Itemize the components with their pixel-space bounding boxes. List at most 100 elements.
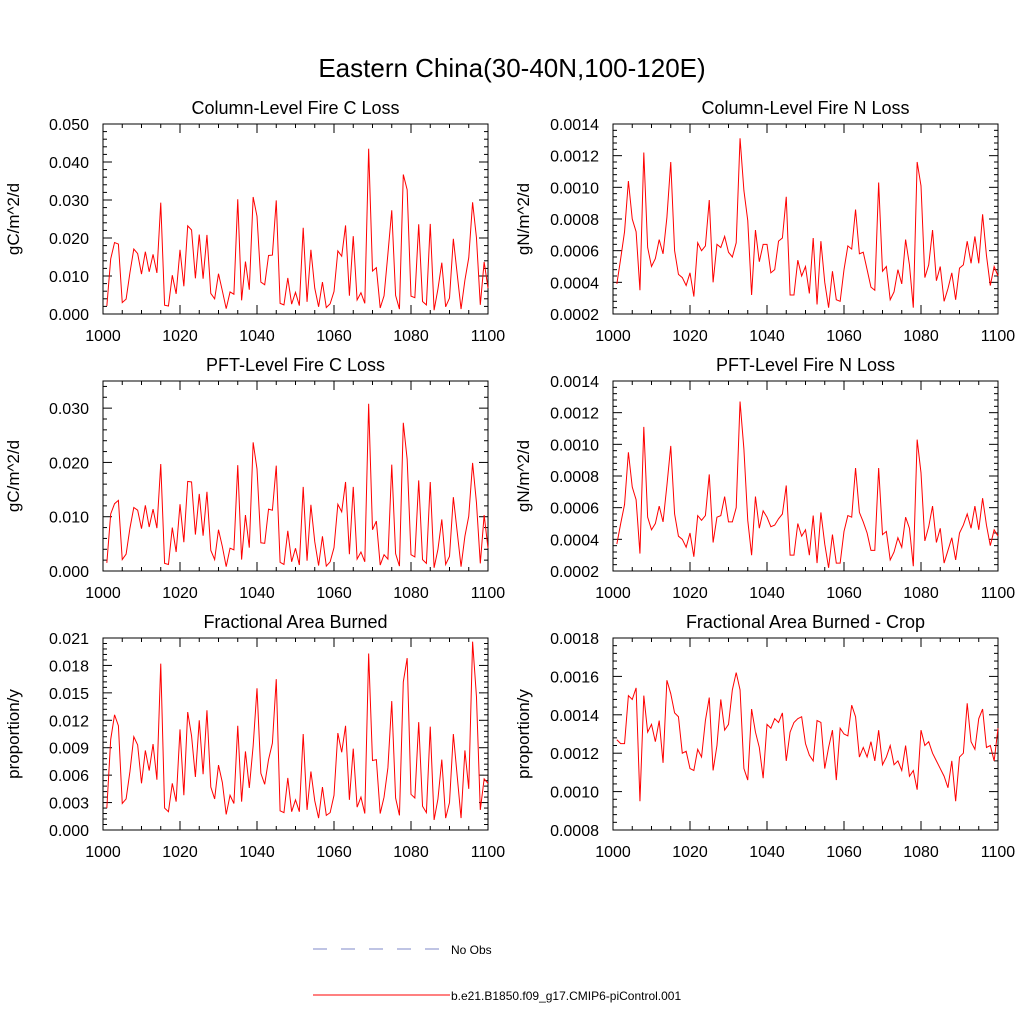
- x-tick-label: 1020: [162, 328, 198, 345]
- x-tick-label: 1000: [595, 585, 631, 602]
- panel-title: Column-Level Fire N Loss: [701, 98, 909, 118]
- x-tick-label: 1040: [239, 844, 275, 861]
- x-tick-label: 1000: [595, 328, 631, 345]
- y-axis-label: gN/m^2/d: [514, 183, 533, 255]
- plot-frame: [102, 123, 489, 315]
- y-tick-label: 0.050: [49, 117, 89, 134]
- x-tick-label: 1060: [316, 585, 352, 602]
- y-tick-label: 0.0010: [550, 785, 599, 802]
- x-tick-label: 1080: [903, 328, 939, 345]
- y-tick-label: 0.010: [49, 269, 89, 286]
- plot-frame: [612, 123, 999, 315]
- y-tick-label: 0.0012: [550, 406, 599, 423]
- x-tick-label: 1100: [471, 844, 506, 861]
- y-tick-label: 0.000: [49, 823, 89, 840]
- x-tick-label: 1060: [826, 585, 862, 602]
- y-tick-label: 0.003: [49, 796, 89, 813]
- x-tick-label: 1080: [393, 585, 429, 602]
- y-tick-label: 0.0006: [550, 244, 599, 261]
- y-axis-label: gC/m^2/d: [4, 183, 23, 255]
- panel-2: Column-Level Fire N Loss 1000 1020 1040 1060…: [514, 98, 1015, 345]
- y-tick-label: 0.0008: [550, 823, 599, 840]
- series-line: [616, 672, 999, 802]
- y-tick-label: 0.0014: [550, 374, 599, 391]
- y-tick-label: 0.030: [49, 193, 89, 210]
- x-tick-label: 1100: [981, 585, 1016, 602]
- y-tick-label: 0.040: [49, 155, 89, 172]
- x-tick-label: 1060: [826, 328, 862, 345]
- x-tick-label: 1060: [316, 844, 352, 861]
- y-tick-label: 0.020: [49, 231, 89, 248]
- panels: Column-Level Fire C Loss 1000 1020 1040 1060…: [4, 98, 1015, 861]
- y-tick-label: 0.0014: [550, 117, 599, 134]
- x-tick-label: 1000: [595, 844, 631, 861]
- panel-title: Fractional Area Burned: [203, 612, 387, 632]
- y-tick-label: 0.0008: [550, 469, 599, 486]
- y-tick-label: 0.020: [49, 455, 89, 472]
- y-tick-label: 0.0006: [550, 501, 599, 518]
- panel-title: PFT-Level Fire C Loss: [206, 355, 385, 375]
- x-tick-label: 1000: [85, 328, 121, 345]
- series-line: [106, 148, 489, 311]
- y-tick-label: 0.0004: [550, 275, 599, 292]
- y-tick-label: 0.0012: [550, 746, 599, 763]
- panel-3: PFT-Level Fire C Loss 1000 1020 1040 1060 108…: [4, 355, 505, 602]
- legend: No Obs b.e21.B1850.f09_g17.CMIP6-piContr…: [313, 943, 681, 1003]
- y-tick-label: 0.0010: [550, 180, 599, 197]
- y-tick-label: 0.0018: [550, 631, 599, 648]
- plot-frame: [612, 637, 999, 831]
- y-tick-label: 0.030: [49, 401, 89, 418]
- plot-frame: [612, 380, 999, 572]
- x-tick-label: 1040: [239, 585, 275, 602]
- figure-title: Eastern China(30-40N,100-120E): [318, 53, 705, 83]
- x-tick-label: 1060: [316, 328, 352, 345]
- x-tick-label: 1040: [749, 328, 785, 345]
- panel-title: Fractional Area Burned - Crop: [686, 612, 925, 632]
- x-tick-label: 1020: [162, 585, 198, 602]
- series-line: [616, 138, 999, 308]
- series-line: [106, 403, 489, 568]
- x-tick-label: 1020: [672, 844, 708, 861]
- x-tick-label: 1020: [162, 844, 198, 861]
- x-tick-label: 1060: [826, 844, 862, 861]
- x-tick-label: 1080: [903, 585, 939, 602]
- x-tick-label: 1080: [393, 844, 429, 861]
- panel-6: Fractional Area Burned - Crop 1000 1020 104…: [514, 612, 1015, 861]
- panel-title: Column-Level Fire C Loss: [191, 98, 399, 118]
- x-tick-label: 1100: [471, 328, 506, 345]
- y-tick-label: 0.021: [49, 631, 89, 648]
- y-tick-label: 0.006: [49, 768, 89, 785]
- panel-5: Fractional Area Burned 1000 1020 1040 1060 10…: [4, 612, 505, 861]
- y-tick-label: 0.0002: [550, 564, 599, 581]
- x-tick-label: 1100: [981, 844, 1016, 861]
- y-tick-label: 0.010: [49, 510, 89, 527]
- y-tick-label: 0.012: [49, 713, 89, 730]
- series-line: [616, 401, 999, 568]
- y-axis-label: proportion/y: [514, 689, 533, 779]
- y-tick-label: 0.0012: [550, 149, 599, 166]
- x-tick-label: 1080: [393, 328, 429, 345]
- x-tick-label: 1100: [981, 328, 1016, 345]
- y-tick-label: 0.009: [49, 741, 89, 758]
- y-tick-label: 0.0010: [550, 437, 599, 454]
- y-axis-label: gC/m^2/d: [4, 440, 23, 512]
- y-tick-label: 0.015: [49, 686, 89, 703]
- y-tick-label: 0.0014: [550, 708, 599, 725]
- x-tick-label: 1040: [749, 844, 785, 861]
- y-tick-label: 0.0002: [550, 307, 599, 324]
- y-tick-label: 0.0004: [550, 532, 599, 549]
- panel-1: Column-Level Fire C Loss 1000 1020 1040 1060…: [4, 98, 505, 345]
- legend-model-label: b.e21.B1850.f09_g17.CMIP6-piControl.001: [451, 989, 681, 1003]
- x-tick-label: 1000: [85, 844, 121, 861]
- y-axis-label: proportion/y: [4, 689, 23, 779]
- x-tick-label: 1100: [471, 585, 506, 602]
- y-tick-label: 0.000: [49, 307, 89, 324]
- x-tick-label: 1040: [749, 585, 785, 602]
- y-tick-label: 0.000: [49, 564, 89, 581]
- y-tick-label: 0.0016: [550, 669, 599, 686]
- x-tick-label: 1020: [672, 585, 708, 602]
- x-tick-label: 1080: [903, 844, 939, 861]
- panel-4: PFT-Level Fire N Loss 1000 1020 1040 1060 108…: [514, 355, 1015, 602]
- x-tick-label: 1000: [85, 585, 121, 602]
